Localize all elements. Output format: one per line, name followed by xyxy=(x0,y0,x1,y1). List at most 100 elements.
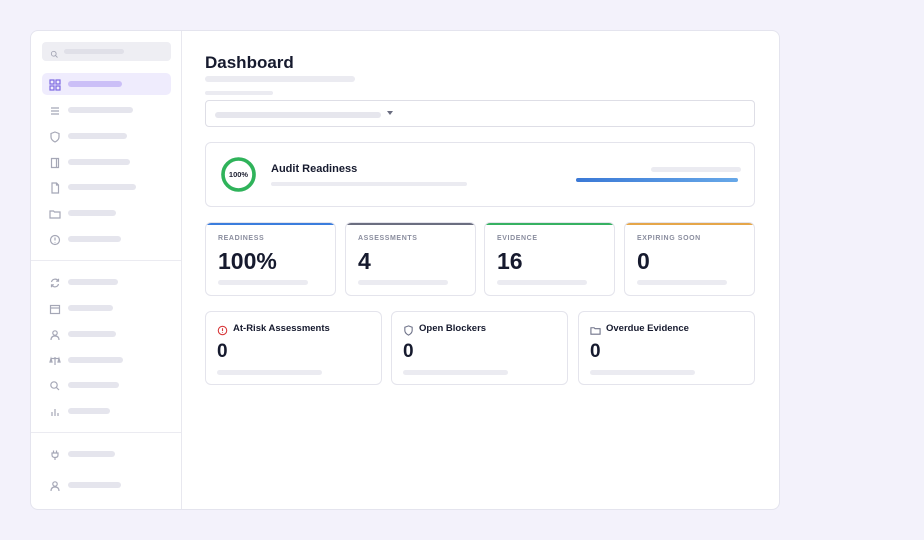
sidebar-search-input[interactable] xyxy=(42,42,171,61)
stat-label: ASSESSMENTS xyxy=(358,235,418,242)
file-icon xyxy=(49,181,61,194)
sidebar-item-list[interactable] xyxy=(42,99,171,121)
sidebar-item-file[interactable] xyxy=(42,176,171,198)
stat-label: READINESS xyxy=(218,235,265,242)
audit-readiness-card: 100% Audit Readiness xyxy=(205,142,755,207)
sidebar-item-account[interactable] xyxy=(42,474,171,496)
sidebar-item-label-skeleton xyxy=(68,159,130,165)
alert-card-overdue-evidence[interactable]: Overdue Evidence 0 xyxy=(578,311,755,385)
sidebar-item-label-skeleton xyxy=(68,133,127,139)
stat-card-assessments[interactable]: ASSESSMENTS 4 xyxy=(345,222,476,296)
book-icon xyxy=(49,156,61,169)
stat-value: 4 xyxy=(358,248,371,274)
sidebar-item-label-skeleton xyxy=(68,357,123,363)
sidebar-item-label-skeleton xyxy=(68,184,136,190)
stat-caption-skeleton xyxy=(218,280,308,285)
folder-icon xyxy=(590,323,601,341)
sidebar-item-label-skeleton xyxy=(68,451,115,457)
shield-icon xyxy=(49,130,61,143)
search-placeholder-skeleton xyxy=(64,49,124,54)
sidebar-item-book[interactable] xyxy=(42,151,171,173)
sidebar-item-label-skeleton xyxy=(68,107,133,113)
stat-accent-bar xyxy=(206,223,335,225)
sidebar-item-label-skeleton xyxy=(68,210,116,216)
readiness-ring xyxy=(221,157,256,192)
bar-chart-icon xyxy=(49,405,61,417)
sidebar-item-shield[interactable] xyxy=(42,125,171,147)
stat-card-readiness[interactable]: READINESS 100% xyxy=(205,222,336,296)
alert-value: 0 xyxy=(590,341,601,362)
sidebar-divider xyxy=(31,432,181,433)
calendar-icon xyxy=(49,302,61,315)
alert-card-open-blockers[interactable]: Open Blockers 0 xyxy=(391,311,568,385)
user-icon xyxy=(49,328,61,341)
chevron-down-icon xyxy=(387,111,393,115)
plug-icon xyxy=(49,448,61,460)
stat-value: 0 xyxy=(637,248,650,274)
readiness-percent-label: 100% xyxy=(228,170,249,179)
stat-value: 100% xyxy=(218,248,277,274)
sidebar-item-label-skeleton xyxy=(68,331,116,337)
sidebar-item-label-skeleton xyxy=(68,236,121,242)
alert-caption-skeleton xyxy=(590,370,695,375)
sidebar-item-reports[interactable] xyxy=(42,400,171,422)
list-icon xyxy=(49,104,61,116)
sidebar xyxy=(31,31,182,509)
stat-accent-bar xyxy=(485,223,614,225)
sidebar-item-label-skeleton xyxy=(68,482,121,488)
readiness-subtitle-skeleton xyxy=(271,182,467,186)
folder-icon xyxy=(49,207,61,219)
alert-caption-skeleton xyxy=(403,370,508,375)
alert-title: Overdue Evidence xyxy=(606,323,689,334)
sidebar-item-calendar[interactable] xyxy=(42,297,171,319)
scope-select[interactable] xyxy=(205,100,755,127)
stat-accent-bar xyxy=(346,223,475,225)
readiness-title: Audit Readiness xyxy=(271,163,358,175)
select-value-skeleton xyxy=(215,112,381,118)
alert-caption-skeleton xyxy=(217,370,322,375)
page-title: Dashboard xyxy=(205,53,294,72)
sidebar-divider xyxy=(31,260,181,261)
sidebar-item-label-skeleton xyxy=(68,382,119,388)
sidebar-item-label-skeleton xyxy=(68,279,118,285)
sidebar-item-folder[interactable] xyxy=(42,202,171,224)
scale-icon xyxy=(49,354,61,366)
stat-caption-skeleton xyxy=(497,280,587,285)
sidebar-item-sync[interactable] xyxy=(42,271,171,293)
stat-label: EVIDENCE xyxy=(497,235,538,242)
readiness-meta-skeleton xyxy=(651,167,741,172)
select-label-skeleton xyxy=(205,91,273,95)
subtitle-skeleton xyxy=(205,76,355,82)
sidebar-item-label-skeleton xyxy=(68,408,110,414)
refresh-icon xyxy=(49,276,61,288)
sidebar-item-label-skeleton xyxy=(68,305,113,311)
alert-value: 0 xyxy=(217,341,228,362)
stat-label: EXPIRING SOON xyxy=(637,235,701,242)
sidebar-item-dashboard[interactable] xyxy=(42,73,171,95)
stat-caption-skeleton xyxy=(637,280,727,285)
stat-card-expiring-soon[interactable]: EXPIRING SOON 0 xyxy=(624,222,755,296)
readiness-progress-bar xyxy=(576,178,738,182)
alert-value: 0 xyxy=(403,341,414,362)
sidebar-item-scale[interactable] xyxy=(42,349,171,371)
app-window: Dashboard 100% Audit Readiness READINESS… xyxy=(30,30,780,510)
readiness-progress-fill xyxy=(576,178,738,182)
alert-circle-icon xyxy=(217,323,228,341)
shield-icon xyxy=(403,323,414,341)
stat-accent-bar xyxy=(625,223,754,225)
alert-title: Open Blockers xyxy=(419,323,487,334)
sidebar-item-alerts[interactable] xyxy=(42,228,171,250)
sidebar-item-label-skeleton xyxy=(68,81,122,87)
main-content: Dashboard 100% Audit Readiness READINESS… xyxy=(205,31,755,509)
search-icon xyxy=(49,379,61,391)
alert-title: At-Risk Assessments xyxy=(233,323,330,334)
alert-card-at-risk-assessments[interactable]: At-Risk Assessments 0 xyxy=(205,311,382,385)
sidebar-item-search[interactable] xyxy=(42,374,171,396)
sidebar-item-integrations[interactable] xyxy=(42,443,171,465)
sidebar-item-users[interactable] xyxy=(42,323,171,345)
stat-value: 16 xyxy=(497,248,523,274)
stat-card-evidence[interactable]: EVIDENCE 16 xyxy=(484,222,615,296)
stat-caption-skeleton xyxy=(358,280,448,285)
alert-circle-icon xyxy=(49,233,61,246)
search-icon xyxy=(50,46,59,64)
